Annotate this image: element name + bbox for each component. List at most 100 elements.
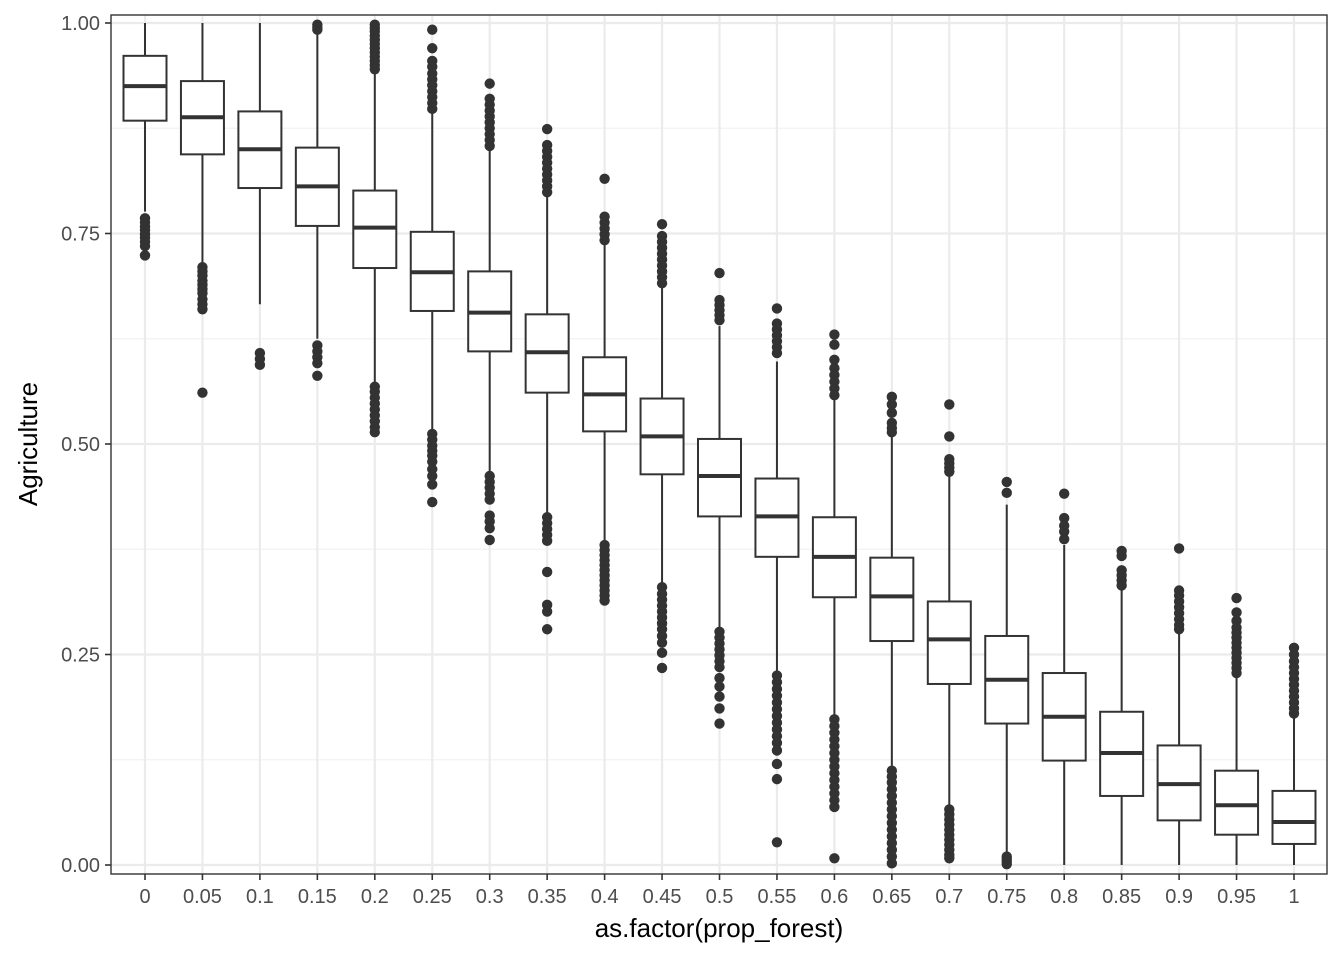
x-tick-label: 0.8: [1050, 886, 1078, 908]
iqr-box: [869, 556, 915, 643]
outlier-point: [1059, 512, 1070, 524]
box-group-0.55: [754, 303, 800, 848]
box-group-0.45: [639, 219, 685, 674]
outlier-point: [771, 737, 783, 749]
x-tick-label: 0.7: [935, 886, 963, 908]
outlier-point: [714, 315, 725, 326]
iqr-box: [122, 54, 168, 122]
outlier-point: [197, 304, 208, 315]
iqr-box: [1214, 769, 1260, 836]
outlier-point: [944, 853, 955, 864]
x-tick-label: 1: [1288, 886, 1299, 908]
box-group-0.15: [294, 19, 340, 381]
outlier-point: [944, 466, 955, 477]
box-group-0: [122, 23, 168, 261]
outlier-point: [484, 534, 495, 546]
outlier-point: [1059, 488, 1070, 499]
outlier-point: [484, 523, 495, 534]
outlier-point: [599, 173, 610, 184]
outlier-point: [541, 123, 553, 135]
y-tick-label: 0.25: [61, 645, 100, 667]
outlier-point: [656, 219, 668, 230]
outlier-point: [714, 681, 725, 692]
outlier-point: [886, 427, 898, 438]
x-axis-title: as.factor(prop_forest): [595, 913, 844, 943]
x-tick-label: 0.3: [476, 886, 504, 908]
x-tick-label: 0.85: [1102, 886, 1141, 908]
outlier-point: [197, 387, 208, 398]
box-group-0.8: [1041, 488, 1087, 865]
outlier-point: [1001, 858, 1012, 870]
x-tick-label: 0.2: [361, 886, 389, 908]
outlier-point: [829, 329, 840, 340]
outlier-point: [656, 662, 668, 674]
x-tick-label: 0.45: [643, 886, 682, 908]
outlier-point: [886, 407, 898, 419]
box-group-0.7: [926, 399, 972, 864]
outlier-point: [312, 357, 323, 369]
box-group-0.6: [811, 329, 857, 864]
box-group-0.65: [869, 391, 915, 869]
x-tick-label: 0.65: [872, 886, 911, 908]
box-group-0.25: [409, 24, 455, 508]
y-tick-label: 0.00: [61, 855, 100, 877]
outlier-point: [541, 535, 553, 547]
outlier-point: [312, 370, 323, 381]
outlier-point: [312, 24, 323, 35]
outlier-point: [427, 103, 438, 115]
outlier-point: [484, 494, 495, 505]
outlier-point: [829, 389, 840, 401]
x-tick-label: 0.6: [820, 886, 848, 908]
outlier-point: [541, 566, 553, 578]
outlier-point: [656, 647, 668, 659]
outlier-point: [771, 347, 783, 359]
outlier-point: [427, 479, 438, 490]
x-tick-label: 0.55: [757, 886, 796, 908]
box-group-0.5: [697, 267, 742, 729]
y-tick-label: 0.75: [61, 224, 100, 246]
outlier-point: [1173, 543, 1185, 554]
outlier-point: [139, 240, 151, 252]
box-group-0.95: [1214, 592, 1260, 865]
outlier-point: [714, 691, 725, 702]
box-group-0.85: [1099, 545, 1145, 865]
outlier-point: [771, 303, 783, 314]
box-group-0.05: [179, 23, 225, 398]
outlier-point: [427, 24, 438, 35]
outlier-point: [771, 745, 783, 756]
outlier-point: [1059, 526, 1070, 537]
box-group-0.75: [984, 476, 1030, 870]
outlier-point: [484, 78, 495, 89]
x-tick-label: 0.5: [706, 886, 734, 908]
outlier-point: [427, 43, 438, 54]
outlier-point: [886, 391, 898, 403]
outlier-point: [829, 853, 840, 864]
outlier-point: [714, 267, 725, 279]
x-tick-label: 0.25: [413, 886, 452, 908]
outlier-point: [771, 758, 783, 770]
outlier-point: [1231, 592, 1242, 604]
outlier-point: [714, 703, 725, 714]
y-tick-label: 1.00: [61, 13, 100, 35]
outlier-point: [599, 235, 610, 246]
box-group-0.1: [237, 23, 283, 371]
outlier-point: [1288, 708, 1300, 719]
x-tick-label: 0: [139, 886, 150, 908]
outlier-point: [427, 456, 438, 467]
outlier-point: [656, 637, 668, 648]
outlier-point: [1116, 580, 1127, 591]
outlier-point: [1116, 550, 1127, 562]
box-group-1: [1271, 642, 1317, 865]
x-tick-label: 0.35: [528, 886, 567, 908]
outlier-point: [886, 399, 898, 410]
iqr-box: [1271, 789, 1317, 845]
outlier-point: [427, 496, 438, 508]
box-layer: [122, 19, 1317, 870]
x-tick-label: 0.9: [1165, 886, 1193, 908]
outlier-point: [656, 277, 668, 289]
box-group-0.2: [352, 19, 398, 438]
outlier-point: [427, 470, 438, 482]
x-tick-label: 0.95: [1217, 886, 1256, 908]
